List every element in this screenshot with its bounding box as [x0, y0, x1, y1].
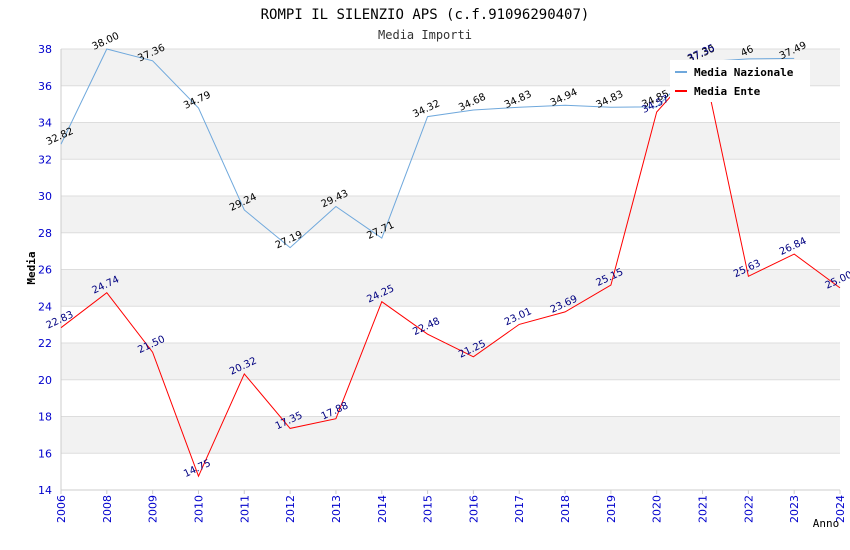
legend-label: Media Ente: [694, 85, 761, 98]
x-tick-label: 2018: [559, 495, 572, 523]
y-tick-label: 26: [38, 264, 52, 277]
x-axis-label: Anno: [813, 517, 840, 530]
plot-band: [61, 159, 840, 196]
y-tick-label: 20: [38, 374, 52, 387]
plot-band: [61, 453, 840, 490]
chart-subtitle: Media Importi: [378, 28, 472, 42]
y-tick-label: 32: [38, 153, 52, 166]
y-tick-label: 24: [38, 300, 52, 313]
plot-band: [61, 306, 840, 343]
plot-band: [61, 416, 840, 454]
x-tick-label: 2009: [147, 495, 160, 523]
legend-box: [670, 60, 810, 102]
x-tick-label: 2008: [101, 495, 114, 523]
x-tick-label: 2024: [834, 495, 847, 523]
x-tick-label: 2011: [238, 495, 251, 523]
x-tick-label: 2022: [742, 495, 755, 523]
plot-band: [61, 232, 840, 270]
x-tick-label: 2017: [513, 495, 526, 523]
plot-background: [61, 49, 840, 490]
y-axis-ticks: 14 16 18 20 22 24 26 28 30 32 34 36 38: [38, 43, 52, 497]
plot-band: [61, 343, 840, 380]
x-tick-label: 2015: [422, 495, 435, 523]
y-tick-label: 22: [38, 337, 52, 350]
y-tick-label: 28: [38, 227, 52, 240]
x-tick-label: 2014: [376, 495, 389, 523]
y-tick-label: 30: [38, 190, 52, 203]
y-tick-label: 38: [38, 43, 52, 56]
y-tick-label: 16: [38, 447, 52, 460]
x-tick-label: 2012: [284, 495, 297, 523]
legend: Media Nazionale Media Ente: [670, 60, 810, 102]
y-tick-label: 36: [38, 80, 52, 93]
data-label: 46: [739, 44, 755, 59]
x-tick-label: 2020: [651, 495, 664, 523]
y-tick-label: 34: [38, 117, 52, 130]
x-tick-label: 2006: [55, 495, 68, 523]
plot-band: [61, 196, 840, 233]
x-tick-label: 2016: [467, 495, 480, 523]
x-tick-label: 2023: [788, 495, 801, 523]
plot-band: [61, 269, 840, 307]
plot-band: [61, 122, 840, 160]
x-tick-label: 2021: [697, 495, 710, 523]
x-axis-ticks: 2006 2008 2009 2010 2011 2012 2013 2014 2015 2016…: [55, 495, 847, 523]
x-tick-label: 2019: [605, 495, 618, 523]
axes: [60, 49, 841, 494]
y-tick-label: 14: [38, 484, 52, 497]
y-axis-label: Media: [25, 251, 38, 284]
y-tick-label: 18: [38, 411, 52, 424]
legend-label: Media Nazionale: [694, 66, 794, 79]
chart-title: ROMPI IL SILENZIO APS (c.f.91096290407): [261, 7, 590, 23]
x-tick-label: 2010: [192, 495, 205, 523]
x-tick-label: 2013: [330, 495, 343, 523]
plot-band: [61, 379, 840, 417]
